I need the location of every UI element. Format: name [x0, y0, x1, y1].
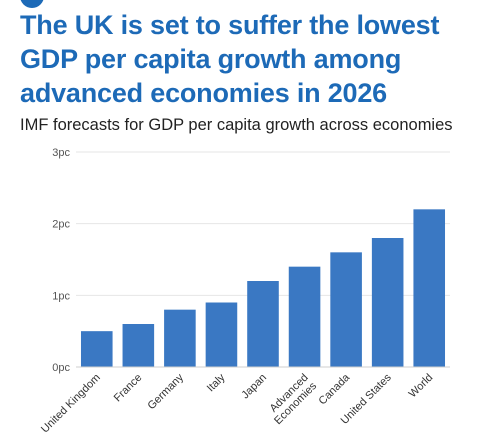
brand-logo-icon: [20, 0, 44, 8]
bar: [80, 331, 113, 367]
y-tick-label: 2pc: [52, 219, 70, 231]
x-tick-label: Italy: [205, 371, 228, 394]
x-tick-label: Canada: [316, 371, 352, 407]
bar: [164, 309, 196, 367]
chart-title: The UK is set to suffer the lowest GDP p…: [20, 10, 440, 108]
x-tick-label-line: United Kingdom: [39, 372, 103, 436]
bar: [247, 281, 279, 367]
x-tick-label: World: [407, 372, 436, 401]
y-tick-label: 1pc: [52, 290, 70, 302]
bar: [288, 266, 321, 367]
x-tick-label-line: Italy: [205, 371, 228, 394]
bar: [413, 209, 446, 367]
x-tick-label: United Kingdom: [39, 372, 103, 436]
x-tick-label-line: Germany: [146, 371, 187, 412]
x-tick-label: France: [112, 372, 145, 405]
bar: [122, 324, 155, 367]
bar: [371, 238, 404, 367]
bar: [330, 252, 362, 367]
x-tick-label: AdvancedEconomies: [264, 371, 320, 427]
chart-subtitle: IMF forecasts for GDP per capita growth …: [20, 116, 453, 134]
x-tick-label-line: France: [112, 372, 145, 405]
x-tick-label-line: World: [407, 372, 436, 401]
y-tick-label: 3pc: [52, 147, 70, 159]
bar: [205, 302, 238, 367]
x-tick-label-line: Canada: [316, 371, 352, 407]
y-tick-label: 0pc: [52, 362, 70, 374]
x-tick-label-line: Japan: [239, 372, 269, 402]
x-tick-label: Japan: [239, 372, 269, 402]
x-tick-label: Germany: [146, 371, 187, 412]
